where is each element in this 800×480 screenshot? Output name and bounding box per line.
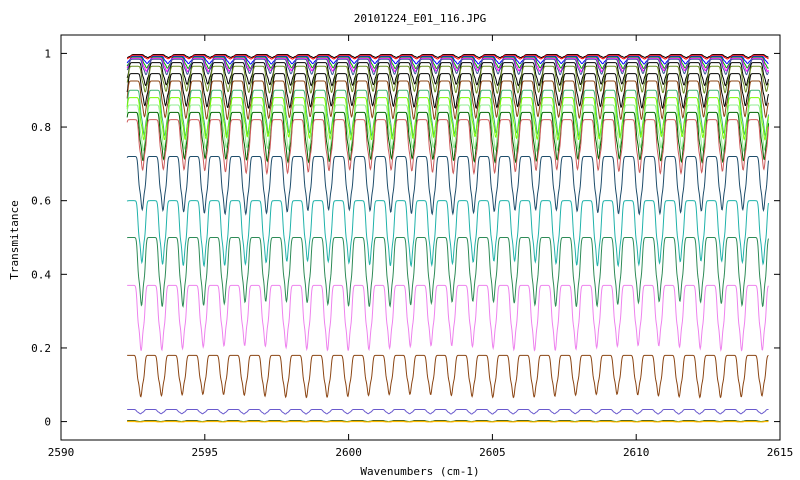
plot-frame [60, 34, 781, 441]
series-line [126, 200, 769, 268]
series-line [126, 80, 769, 121]
y-axis: 0 0.2 0.4 0.6 0.8 1 [31, 47, 780, 429]
x-tick-label: 2605 [479, 446, 506, 459]
series-line [127, 354, 769, 399]
series-line [126, 65, 769, 95]
series-line [127, 408, 769, 415]
y-tick-label: 0.2 [31, 342, 51, 355]
series-line [126, 119, 769, 176]
y-tick-label: 0.4 [31, 268, 51, 281]
y-tick-label: 0.8 [31, 121, 51, 134]
series-line [126, 73, 769, 110]
y-axis-label: Transmitance [8, 200, 21, 279]
x-axis: 2590 2595 2600 2605 2610 2615 [48, 35, 794, 459]
series-line [127, 419, 769, 423]
series-line [126, 104, 769, 153]
chart-title: 20101224_E01_116.JPG [354, 12, 486, 25]
x-tick-label: 2600 [335, 446, 362, 459]
y-tick-label: 0.6 [31, 195, 51, 208]
x-tick-label: 2615 [767, 446, 794, 459]
y-tick-label: 0 [44, 416, 51, 429]
series-line [127, 54, 769, 59]
series-line [126, 156, 769, 216]
x-tick-label: 2590 [48, 446, 75, 459]
series-line [126, 89, 769, 138]
x-axis-label: Wavenumbers (cm-1) [360, 465, 479, 478]
series-line [127, 284, 769, 352]
x-tick-label: 2595 [192, 446, 219, 459]
x-tick-label: 2610 [623, 446, 650, 459]
series-line [126, 58, 769, 76]
series-line [126, 97, 769, 141]
series-line [126, 62, 769, 87]
series-line [126, 111, 769, 164]
series-group [126, 54, 769, 423]
y-tick-label: 1 [44, 47, 51, 60]
series-line [126, 54, 769, 60]
series-line [126, 237, 769, 308]
